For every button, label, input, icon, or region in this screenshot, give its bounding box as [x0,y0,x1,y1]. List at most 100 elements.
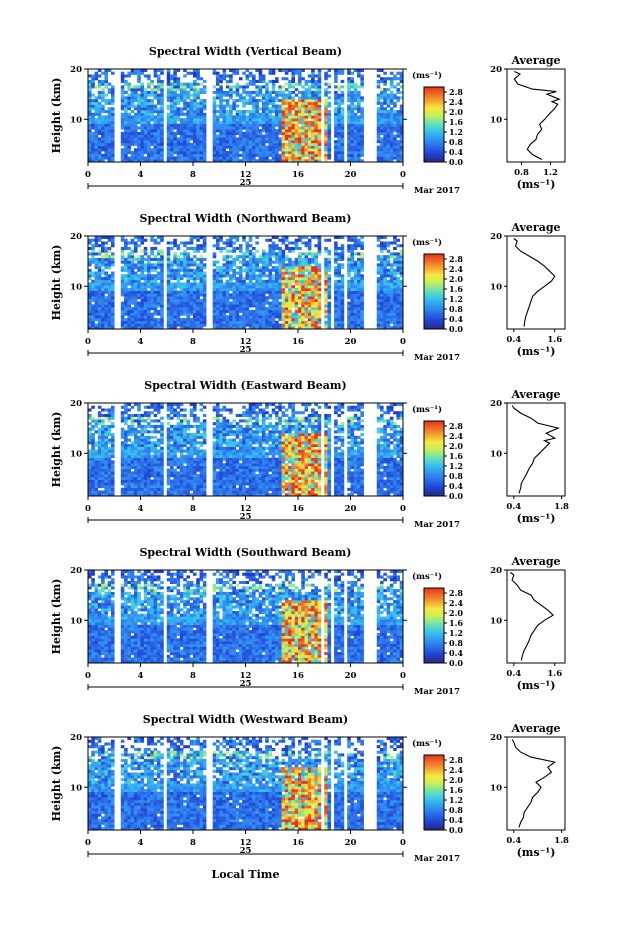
heatmap-cell [305,313,309,316]
heatmap-cell [318,277,322,280]
heatmap-cell [232,288,236,291]
heatmap-cell [137,302,141,305]
heatmap-cell [354,154,358,157]
heatmap-cell [308,94,312,97]
heatmap-cell [88,110,92,113]
heatmap-cell [190,83,194,86]
heatmap-cell [390,83,394,86]
colorbar-tick-label: 0.8 [449,304,463,314]
heatmap-cell [95,272,99,275]
heatmap-cell [226,132,230,135]
heatmap-cell [282,283,286,286]
heatmap-cell [141,239,145,242]
heatmap-cell [203,121,207,124]
heatmap-cell [167,137,171,140]
heatmap-cell [229,255,233,258]
heatmap-cell [157,129,161,132]
heatmap-cell [91,452,95,455]
heatmap-cell [111,288,115,291]
heatmap-cell [226,244,230,247]
heatmap-cell [219,126,223,129]
heatmap-cell [272,83,276,86]
heatmap-cell [229,85,233,88]
heatmap-cell [190,307,194,310]
heatmap-cell [154,299,158,302]
heatmap-cell [259,274,263,277]
heatmap-cell [154,154,158,157]
heatmap-cell [141,132,145,135]
heatmap-cell [396,244,400,247]
heatmap-cell [223,247,227,250]
heatmap-cell [144,107,148,110]
heatmap-cell [98,318,102,321]
heatmap-cell [288,250,292,253]
heatmap-cell [95,458,99,461]
heatmap-cell [108,266,112,269]
heatmap-cell [213,252,217,255]
heatmap-cell [295,107,299,110]
heatmap-cell [91,307,95,310]
heatmap-cell [124,126,128,129]
heatmap-cell [186,313,190,316]
heatmap-cell [242,299,246,302]
heatmap-cell [268,126,272,129]
heatmap-cell [324,288,328,291]
heatmap-cell [262,288,266,291]
heatmap-cell [186,137,190,140]
heatmap-cell [288,285,292,288]
heatmap-cell [134,299,138,302]
heatmap-cell [226,135,230,138]
heatmap-cell [249,132,253,135]
heatmap-cell [108,151,112,154]
heatmap-cell [396,143,400,146]
heatmap-cell [200,157,204,160]
heatmap-cell [301,77,305,80]
heatmap-cell [213,307,217,310]
heatmap-cell [111,154,115,157]
heatmap-cell [354,94,358,97]
heatmap-cell [190,154,194,157]
heatmap-cell [127,310,131,313]
heatmap-cell [91,285,95,288]
heatmap-cell [167,72,171,75]
heatmap-cell [268,261,272,264]
heatmap-cell [111,146,115,149]
heatmap-cell [88,274,92,277]
heatmap-cell [160,157,164,160]
heatmap-cell [134,285,138,288]
heatmap-cell [387,313,391,316]
heatmap-cell [124,258,128,261]
heatmap-cell [180,113,184,116]
heatmap-cell [216,299,220,302]
heatmap-cell [288,107,292,110]
heatmap-cell [291,277,295,280]
heatmap-cell [387,96,391,99]
heatmap-cell [147,94,151,97]
heatmap-cell [347,121,351,124]
heatmap-cell [91,299,95,302]
heatmap-cell [354,121,358,124]
heatmap-cell [393,118,397,121]
heatmap-cell [285,121,289,124]
heatmap-cell [232,135,236,138]
heatmap-cell [147,321,151,324]
heatmap-cell [252,121,256,124]
heatmap-cell [246,283,250,286]
heatmap-cell [108,321,112,324]
heatmap-cell [137,113,141,116]
heatmap-cell [301,291,305,294]
heatmap-cell [104,148,108,151]
heatmap-cell [200,107,204,110]
heatmap-cell [108,137,112,140]
heatmap-cell [88,137,92,140]
heatmap-cell [167,285,171,288]
heatmap-cell [285,102,289,105]
heatmap-cell [308,107,312,110]
heatmap-cell [121,302,125,305]
heatmap-cell [219,269,223,272]
heatmap-cell [275,244,279,247]
heatmap-cell [196,124,200,127]
heatmap-cell [229,241,233,244]
heatmap-cell [278,324,282,327]
heatmap-cell [249,121,253,124]
